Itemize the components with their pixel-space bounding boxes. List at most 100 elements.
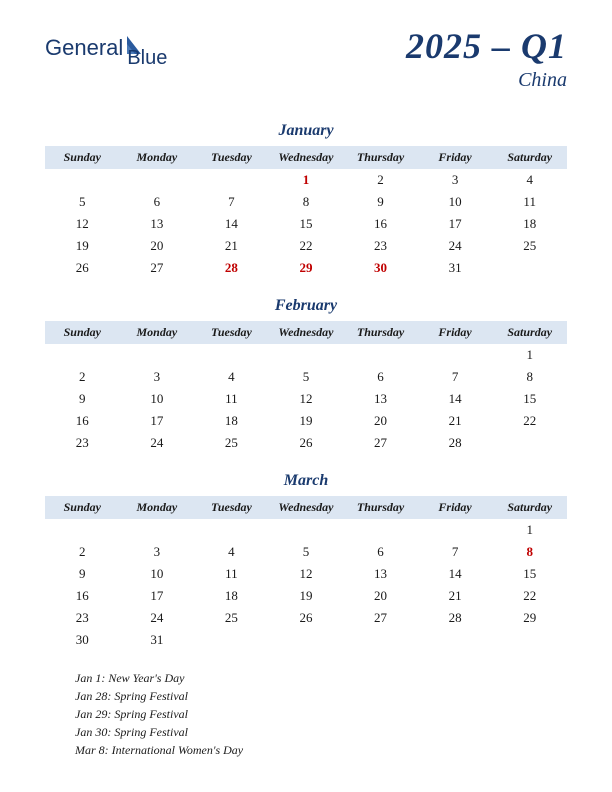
calendar-day: 26 [269,432,344,454]
logo-text-blue: Blue [127,47,167,70]
month-name: January [45,122,567,140]
calendar-day: 30 [45,629,120,651]
calendar-day: 8 [492,541,567,563]
calendar-day: 21 [418,585,493,607]
calendar-day: 25 [492,235,567,257]
calendar-day: 18 [194,585,269,607]
calendar-week: 16171819202122 [45,410,567,432]
calendar-day: 30 [343,257,418,279]
calendar-day: 17 [418,213,493,235]
months-container: JanuarySundayMondayTuesdayWednesdayThurs… [45,122,567,651]
calendar-day: 5 [45,191,120,213]
calendar-week: 9101112131415 [45,388,567,410]
calendar-week: 2345678 [45,541,567,563]
calendar-day: 26 [45,257,120,279]
calendar-day: 10 [120,563,195,585]
holiday-entry: Mar 8: International Women's Day [75,741,567,759]
calendar-day: 23 [45,607,120,629]
calendar-day [45,344,120,366]
calendar-day: 23 [343,235,418,257]
calendar-day: 14 [194,213,269,235]
calendar-day: 22 [492,585,567,607]
calendar-day: 3 [418,169,493,191]
calendar-day: 31 [120,629,195,651]
calendar-day: 2 [45,541,120,563]
calendar-day: 25 [194,607,269,629]
calendar-day: 11 [194,563,269,585]
day-header: Monday [120,496,195,519]
calendar-day: 4 [492,169,567,191]
holiday-entry: Jan 29: Spring Festival [75,705,567,723]
calendar-week: 16171819202122 [45,585,567,607]
calendar-day [492,432,567,454]
calendar-day: 13 [343,388,418,410]
calendar-day: 6 [120,191,195,213]
day-header: Thursday [343,146,418,169]
month-name: March [45,472,567,490]
calendar-day: 26 [269,607,344,629]
calendar-day: 6 [343,541,418,563]
calendar-day: 22 [269,235,344,257]
calendar-day: 18 [492,213,567,235]
calendar-day [492,257,567,279]
calendar-day: 15 [492,388,567,410]
calendar-week: 232425262728 [45,432,567,454]
holiday-entry: Jan 1: New Year's Day [75,669,567,687]
calendar-day: 12 [269,563,344,585]
calendar-day [343,629,418,651]
calendar-day: 1 [492,344,567,366]
month-block: MarchSundayMondayTuesdayWednesdayThursda… [45,472,567,651]
day-header: Sunday [45,321,120,344]
calendar-day [194,169,269,191]
day-header: Wednesday [269,321,344,344]
calendar-day: 17 [120,410,195,432]
calendar-day: 9 [45,388,120,410]
calendar-day [45,169,120,191]
calendar-day [120,519,195,541]
calendar-day: 4 [194,541,269,563]
calendar-day [194,344,269,366]
calendar-day: 11 [492,191,567,213]
holidays-list: Jan 1: New Year's DayJan 28: Spring Fest… [45,669,567,759]
day-header: Saturday [492,321,567,344]
calendar-day: 1 [492,519,567,541]
calendar-day: 14 [418,563,493,585]
calendar-day: 1 [269,169,344,191]
calendar-day: 7 [418,541,493,563]
month-block: JanuarySundayMondayTuesdayWednesdayThurs… [45,122,567,279]
calendar-day: 4 [194,366,269,388]
calendar-day [120,169,195,191]
calendar-day: 31 [418,257,493,279]
quarter-title: 2025 – Q1 [406,25,567,67]
calendar-day: 2 [343,169,418,191]
calendar-week: 19202122232425 [45,235,567,257]
day-header: Sunday [45,496,120,519]
calendar-day: 6 [343,366,418,388]
calendar-day: 19 [269,585,344,607]
calendar-day: 16 [45,410,120,432]
calendar-day: 20 [120,235,195,257]
calendar-day [194,519,269,541]
calendar-day: 23 [45,432,120,454]
calendar-day [269,629,344,651]
calendar-day: 22 [492,410,567,432]
calendar-day: 10 [418,191,493,213]
day-header: Saturday [492,496,567,519]
calendar-day [343,344,418,366]
title-block: 2025 – Q1 China [406,25,567,92]
calendar-day: 21 [194,235,269,257]
calendar-week: 2345678 [45,366,567,388]
country-label: China [406,69,567,92]
calendar-day: 13 [120,213,195,235]
calendar-week: 262728293031 [45,257,567,279]
calendar-day: 9 [343,191,418,213]
day-header: Sunday [45,146,120,169]
calendar-day: 2 [45,366,120,388]
calendar-day [120,344,195,366]
calendar-day: 28 [194,257,269,279]
calendar-day: 15 [269,213,344,235]
calendar-day: 7 [194,191,269,213]
calendar-day: 27 [343,432,418,454]
day-header: Tuesday [194,321,269,344]
calendar-week: 1 [45,519,567,541]
